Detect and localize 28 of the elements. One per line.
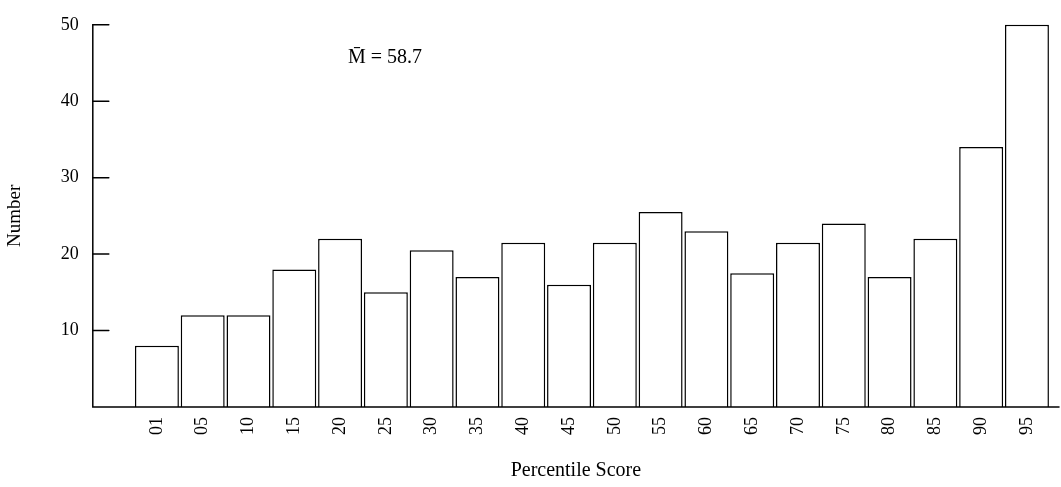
x-tick-label: 80: [878, 417, 899, 435]
x-tick-label: 75: [832, 417, 853, 435]
x-tick-label: 15: [283, 417, 304, 435]
x-tick-label: 90: [969, 417, 990, 435]
y-tick-label: 50: [60, 13, 79, 34]
x-tick-label: 35: [466, 417, 487, 435]
x-tick-label: 45: [557, 417, 578, 435]
y-tick-label: 10: [60, 319, 79, 340]
x-tick-label: 95: [1015, 417, 1036, 435]
x-tick-label: 85: [924, 417, 945, 435]
x-tick-label: 10: [237, 417, 258, 435]
annotation: M̄ = 58.7: [347, 45, 423, 68]
x-tick-label: 01: [145, 417, 166, 435]
y-tick-label: 20: [60, 242, 79, 263]
x-tick-label: 30: [420, 417, 441, 435]
x-tick-label: 55: [649, 417, 670, 435]
x-tick-label: 25: [374, 417, 395, 435]
x-tick-label: 50: [603, 417, 624, 435]
y-tick-label: 30: [60, 166, 79, 187]
x-tick-label: 40: [511, 417, 532, 435]
x-tick-label: 65: [740, 417, 761, 435]
x-tick-label: 60: [695, 417, 716, 435]
x-tick-label: 20: [328, 417, 349, 435]
y-axis-title: Number: [3, 184, 25, 248]
x-tick-label: 05: [191, 417, 212, 435]
y-tick-label: 40: [60, 89, 79, 110]
x-axis-title: Percentile Score: [510, 458, 642, 481]
x-tick-label: 70: [786, 417, 807, 435]
